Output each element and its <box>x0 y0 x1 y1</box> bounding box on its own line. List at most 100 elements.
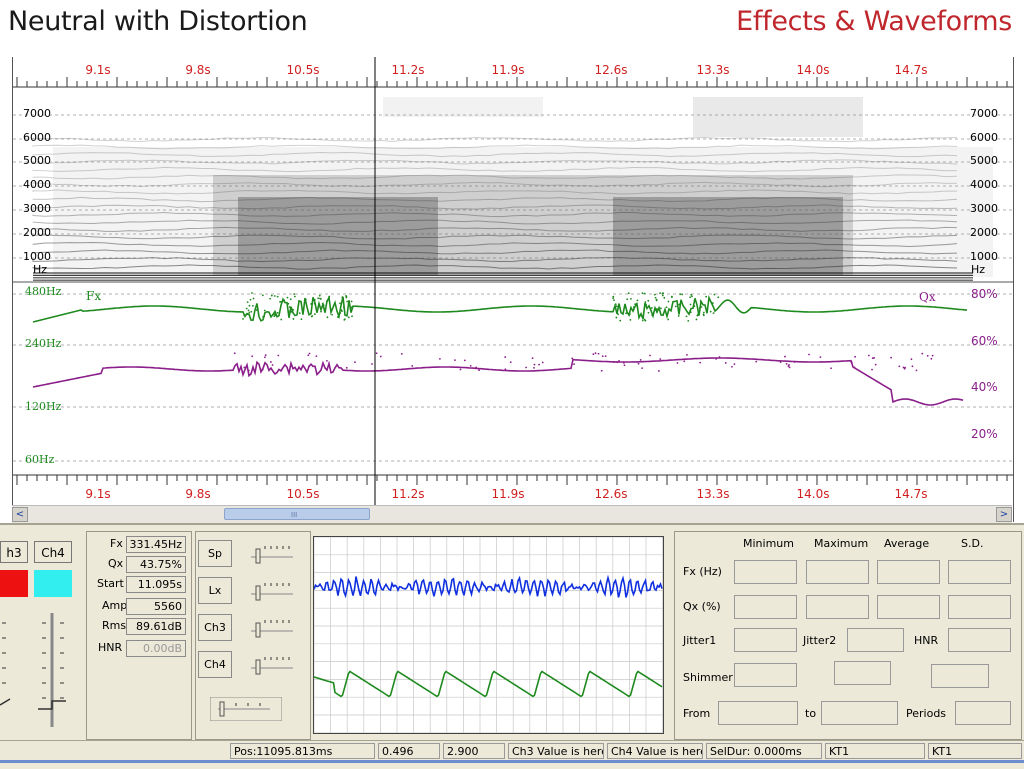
time-label-top: 14.0s <box>797 63 830 77</box>
shimmer-box-2[interactable] <box>834 661 891 685</box>
readouts-group <box>86 531 192 740</box>
freq-label-left: 5000 <box>23 154 51 167</box>
grip-icon: III <box>291 511 298 519</box>
readout-label-hnr: HNR <box>98 641 123 654</box>
waveform-bottom-trace <box>313 670 663 698</box>
extra-slider[interactable] <box>210 697 282 721</box>
jitter2-box[interactable] <box>847 628 904 652</box>
fx-trace <box>32 292 968 323</box>
stats-input-box[interactable] <box>734 560 797 584</box>
jitter1-box[interactable] <box>734 628 797 652</box>
control-button-sp[interactable]: Sp <box>198 540 232 567</box>
waveform-top-trace <box>313 574 663 599</box>
pitch-axis-right: 60% <box>971 334 998 348</box>
freq-label-left: 1000 <box>23 250 51 263</box>
tab-ch4[interactable]: Ch4 <box>34 541 72 563</box>
readout-value-fx: 331.45Hz <box>126 536 186 553</box>
pitch-axis-right: 20% <box>971 427 998 441</box>
periods-box[interactable] <box>955 701 1011 725</box>
scroll-left-button[interactable]: < <box>12 507 28 522</box>
to-label: to <box>805 707 817 720</box>
page-title: Neutral with Distortion <box>8 6 308 37</box>
from-box[interactable] <box>718 701 798 725</box>
freq-label-left: 3000 <box>23 202 51 215</box>
channel-sliders[interactable] <box>0 605 80 735</box>
stats-col-header: Minimum <box>743 537 794 550</box>
stats-input-box[interactable] <box>806 595 869 619</box>
scroll-right-button[interactable]: > <box>996 507 1012 522</box>
time-label-bottom: 9.1s <box>85 487 110 501</box>
spectrogram[interactable] <box>13 97 1013 282</box>
ch3-color-swatch[interactable] <box>0 570 28 597</box>
jitter2-label: Jitter2 <box>803 634 837 647</box>
arrow-left-icon: < <box>15 509 25 520</box>
qx-trace <box>32 352 964 406</box>
stats-input-box[interactable] <box>877 560 940 584</box>
arrow-right-icon: > <box>999 509 1009 520</box>
waveform-canvas <box>313 536 663 734</box>
tab-ch3[interactable]: h3 <box>0 541 28 563</box>
stats-input-box[interactable] <box>806 560 869 584</box>
readout-value-qx: 43.75% <box>126 556 186 573</box>
statistics-group <box>674 531 1022 740</box>
readout-label-fx: Fx <box>110 537 123 550</box>
time-label-bottom: 10.5s <box>287 487 320 501</box>
control-button-ch3[interactable]: Ch3 <box>198 614 232 641</box>
shimmer-box-3[interactable] <box>931 664 989 688</box>
stats-input-box[interactable] <box>948 560 1011 584</box>
freq-label-right: 6000 <box>970 131 998 144</box>
time-label-bottom: 14.0s <box>797 487 830 501</box>
jitter1-label: Jitter1 <box>683 634 717 647</box>
periods-label: Periods <box>906 707 947 720</box>
control-slider-lx[interactable] <box>247 580 297 602</box>
time-label-top: 11.2s <box>392 63 425 77</box>
time-label-bottom: 11.2s <box>392 487 425 501</box>
status-ch4: Ch4 Value is here <box>607 743 703 759</box>
stats-row-label: Qx (%) <box>683 600 721 613</box>
qx-line <box>32 357 964 406</box>
time-label-bottom: 14.7s <box>895 487 928 501</box>
top-time-ruler[interactable]: 9.1s 9.8s 10.5s 11.2s 11.9s 12.6s 13.3s 14.0s 14… <box>13 63 1013 88</box>
status-value-1: 0.496 <box>378 743 440 759</box>
freq-label-right: 3000 <box>970 202 998 215</box>
to-box[interactable] <box>821 701 898 725</box>
pitch-axis-left: 60Hz <box>25 453 55 466</box>
time-label-top: 13.3s <box>697 63 730 77</box>
stats-input-box[interactable] <box>877 595 940 619</box>
stats-col-header: Average <box>884 537 930 550</box>
control-button-lx[interactable]: Lx <box>198 577 232 604</box>
hnr-label: HNR <box>914 634 939 647</box>
readout-value-hnr: 0.00dB <box>126 640 186 657</box>
hnr-box[interactable] <box>948 628 1011 652</box>
readout-label-qx: Qx <box>108 557 124 570</box>
control-slider-sp[interactable] <box>247 543 297 565</box>
control-slider-ch3[interactable] <box>247 617 297 639</box>
stats-col-header: S.D. <box>961 537 984 550</box>
time-label-bottom: 9.8s <box>185 487 210 501</box>
bottom-time-ruler[interactable]: 9.1s 9.8s 10.5s 11.2s 11.9s 12.6s 13.3s 14.0s 14… <box>13 474 1013 501</box>
ch4-color-swatch[interactable] <box>34 570 72 597</box>
horizontal-scrollbar[interactable]: < III > <box>12 505 1012 523</box>
time-label-top: 9.1s <box>85 63 110 77</box>
waveform-display[interactable] <box>313 536 664 734</box>
stats-row-label: Fx (Hz) <box>683 565 722 578</box>
time-label-top: 14.7s <box>895 63 928 77</box>
time-label-bottom: 13.3s <box>697 487 730 501</box>
time-label-bottom: 11.9s <box>492 487 525 501</box>
pitch-plot[interactable] <box>13 292 1013 462</box>
stats-input-box[interactable] <box>734 595 797 619</box>
freq-label-right: 1000 <box>970 250 998 263</box>
freq-label-right: 7000 <box>970 107 998 120</box>
analysis-canvas[interactable]: 9.1s 9.8s 10.5s 11.2s 11.9s 12.6s 13.3s 14.0s 14… <box>13 57 1013 505</box>
stats-input-box[interactable] <box>948 595 1011 619</box>
status-position: Pos:11095.813ms <box>230 743 375 759</box>
time-label-top: 9.8s <box>185 63 210 77</box>
fx-line <box>32 294 968 323</box>
pitch-axis-right: 80% <box>971 287 998 301</box>
shimmer-box-1[interactable] <box>734 663 797 687</box>
control-slider-ch4[interactable] <box>247 654 297 676</box>
freq-label-right: 2000 <box>970 226 998 239</box>
controls-group <box>195 531 311 740</box>
scroll-thumb[interactable]: III <box>224 508 370 520</box>
control-button-ch4[interactable]: Ch4 <box>198 651 232 678</box>
